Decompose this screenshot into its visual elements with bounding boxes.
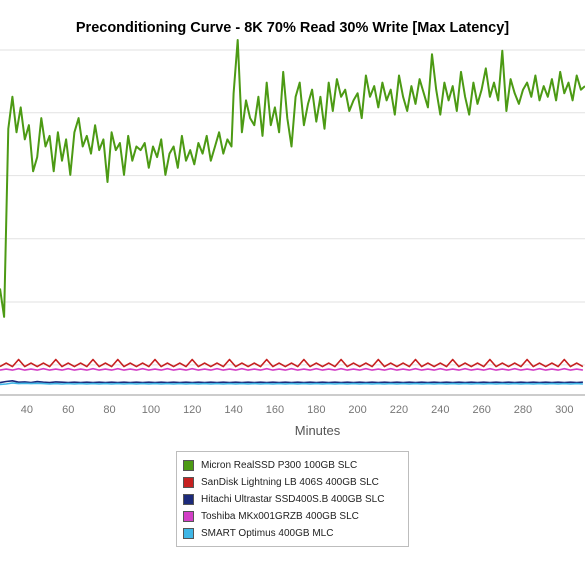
series-lines	[0, 39, 585, 386]
series-line-1	[0, 358, 584, 368]
legend-label: Toshiba MKx001GRZB 400GB SLC	[201, 511, 359, 522]
legend-label: Micron RealSSD P300 100GB SLC	[201, 460, 358, 471]
x-tick-label: 120	[183, 404, 201, 416]
series-line-0	[0, 39, 585, 318]
legend-item: Toshiba MKx001GRZB 400GB SLC	[183, 508, 408, 525]
x-tick-label: 220	[390, 404, 408, 416]
x-axis-title: Minutes	[294, 423, 341, 438]
legend-item: SanDisk Lightning LB 406S 400GB SLC	[183, 474, 408, 491]
x-tick-labels: 40 60 80 100 120 140 160 180 200 220 240 260 280 300	[21, 404, 574, 416]
legend-label: Hitachi Ultrastar SSD400S.B 400GB SLC	[201, 494, 385, 505]
legend: Micron RealSSD P300 100GB SLC SanDisk Lig…	[176, 451, 409, 547]
x-tick-label: 300	[555, 404, 573, 416]
legend-label: SanDisk Lightning LB 406S 400GB SLC	[201, 477, 379, 488]
legend-swatch	[183, 511, 194, 522]
legend-swatch	[183, 528, 194, 539]
chart-title: Preconditioning Curve - 8K 70% Read 30% …	[75, 20, 510, 36]
x-tick-label: 260	[472, 404, 490, 416]
x-tick-label: 280	[514, 404, 532, 416]
series-line-4	[0, 382, 583, 386]
plot-area: 40 60 80 100 120 140 160 180 200 220 240 260 280 300	[0, 39, 585, 416]
gridlines	[0, 49, 585, 396]
x-tick-label: 200	[348, 404, 366, 416]
legend-swatch	[183, 477, 194, 488]
x-tick-label: 100	[142, 404, 160, 416]
series-line-2	[0, 379, 583, 384]
x-tick-label: 80	[103, 404, 115, 416]
legend-swatch	[183, 494, 194, 505]
x-tick-label: 60	[62, 404, 74, 416]
x-tick-label: 160	[266, 404, 284, 416]
x-tick-label: 40	[21, 404, 33, 416]
legend-item: Hitachi Ultrastar SSD400S.B 400GB SLC	[183, 491, 408, 508]
legend-item: SMART Optimus 400GB MLC	[183, 525, 408, 542]
x-tick-label: 140	[224, 404, 242, 416]
x-tick-label: 240	[431, 404, 449, 416]
legend-item: Micron RealSSD P300 100GB SLC	[183, 457, 408, 474]
legend-label: SMART Optimus 400GB MLC	[201, 528, 334, 539]
x-tick-label: 180	[307, 404, 325, 416]
legend-swatch	[183, 460, 194, 471]
series-line-3	[0, 367, 584, 371]
